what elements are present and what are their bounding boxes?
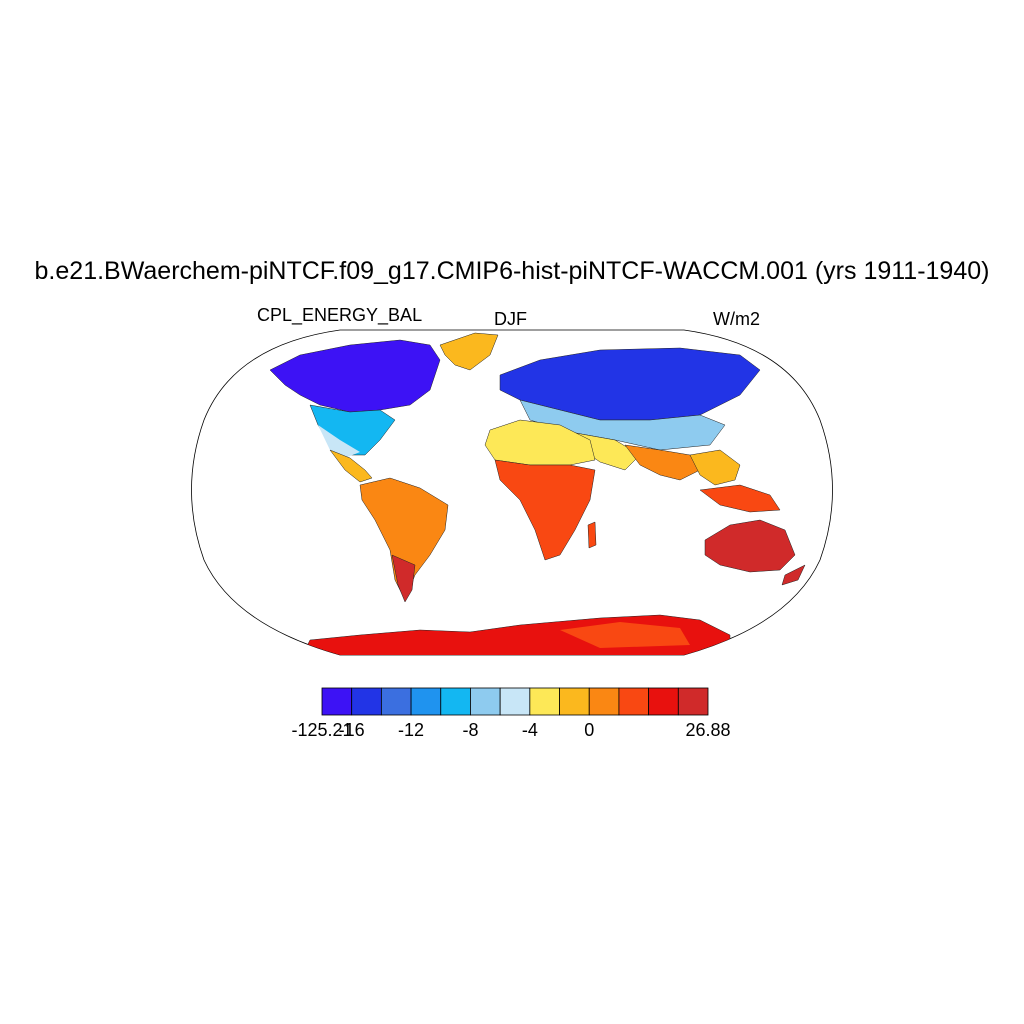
region-south-america <box>359 477 449 601</box>
colorbar-box <box>321 687 353 716</box>
colorbar-box <box>470 687 501 716</box>
region-new-zealand <box>781 564 806 586</box>
region-north-america-north <box>269 339 441 413</box>
colorbar-box <box>440 687 471 716</box>
region-north-america-transition <box>318 425 360 458</box>
colorbar-box <box>410 687 442 716</box>
colorbar-label: -16 <box>338 720 365 740</box>
region-sub-saharan-africa <box>494 459 596 561</box>
colorbar-label: -4 <box>521 720 538 740</box>
colorbar-box <box>559 687 590 716</box>
plot-title: b.e21.BWaerchem-piNTCF.f09_g17.CMIP6-his… <box>34 257 990 285</box>
colorbar-box <box>677 687 709 716</box>
units-label: W/m2 <box>713 309 760 329</box>
colorbar-box <box>499 687 531 716</box>
region-north-africa <box>484 419 596 466</box>
region-mexico <box>329 449 373 483</box>
colorbar-box <box>648 687 679 716</box>
colorbar-label: -8 <box>462 720 479 740</box>
region-greenland <box>439 332 499 371</box>
colorbar-label: -125.21 <box>291 720 353 740</box>
colorbar-label: 0 <box>584 720 595 740</box>
region-australia <box>704 519 796 573</box>
colorbar-box <box>588 687 620 716</box>
region-southeast-asia <box>689 449 741 486</box>
colorbar-box <box>351 687 382 716</box>
region-south-asia <box>624 444 701 481</box>
variable-label: CPL_ENERGY_BAL <box>257 305 423 325</box>
colorbar-box <box>529 687 560 716</box>
season-label: DJF <box>494 309 527 329</box>
colorbar-label: 26.88 <box>685 720 731 740</box>
region-maritime-se-asia <box>699 484 781 513</box>
region-antarctica-interior <box>560 622 690 648</box>
colorbar-box <box>618 687 650 716</box>
region-patagonia <box>391 554 416 603</box>
region-madagascar <box>587 521 597 549</box>
colorbar-label: -12 <box>398 720 425 740</box>
colorbar-box <box>380 687 412 716</box>
